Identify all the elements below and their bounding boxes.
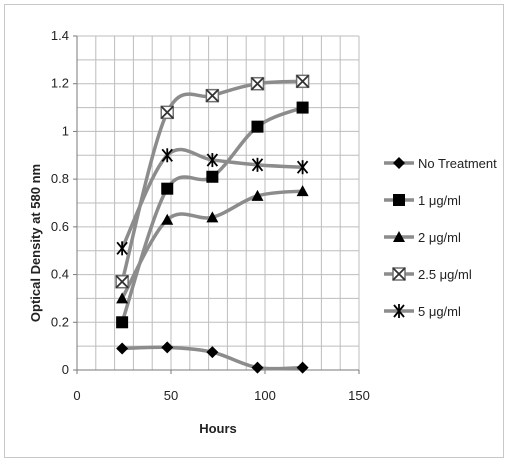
legend-item: 1 μg/ml [384,193,461,208]
y-tick-label: 0.4 [51,267,69,282]
legend-label: 2 μg/ml [418,230,461,245]
y-tick-label: 0.2 [51,314,69,329]
data-point [296,160,309,175]
y-tick-label: 1 [62,123,69,138]
box-x-marker-line [295,74,310,88]
data-point [161,148,173,163]
y-axis-title: Optical Density at 580 nm [28,164,43,322]
y-tick-label: 0.8 [51,171,69,186]
square-marker [206,170,219,183]
box-x-marker-line [115,275,129,289]
data-point [251,189,264,201]
legend-item: 2 μg/ml [384,230,461,245]
data-point [296,361,309,374]
diamond-marker [116,342,129,355]
x-tick-labels: 0 50 100 150 [73,370,370,403]
data-point [160,105,174,120]
triangle-marker [161,213,174,225]
x-tick-label: 0 [73,388,80,403]
legend-marker [393,304,405,318]
data-point [161,182,174,195]
y-tick-label: 0.6 [51,219,69,234]
series-markers [115,74,310,374]
box-x-marker-line [205,89,219,103]
data-point [116,292,129,304]
x-axis-title: Hours [199,421,237,436]
data-point [296,185,309,197]
data-point [205,88,220,103]
data-point [116,241,128,256]
box-x-marker-line [392,267,406,281]
square-marker [296,101,309,114]
legend: No Treatment 1 μg/ml 2 μg/ml 2.5 μg/ml 5 μg/… [384,156,497,319]
data-point [206,211,219,223]
legend-item: 2.5 μg/ml [384,267,472,282]
triangle-marker [116,292,129,304]
y-tick-label: 0 [62,362,69,377]
legend-label: No Treatment [418,156,497,171]
legend-label: 5 μg/ml [418,304,461,319]
diamond-marker [206,346,219,359]
data-point [206,346,219,359]
square-marker [251,120,264,133]
data-point [251,361,264,374]
data-point [250,76,265,91]
box-x-marker-line [250,77,265,91]
legend-item: 5 μg/ml [384,304,461,319]
series-line-4 [120,147,305,251]
data-point [206,170,219,183]
square-marker [393,194,405,206]
diamond-marker [251,361,264,374]
legend-marker [393,194,405,206]
legend-marker [392,267,406,281]
data-point [251,120,264,133]
legend-marker [393,157,405,169]
data-point [115,274,129,289]
diamond-marker [161,341,174,354]
square-marker [116,316,129,329]
data-point [116,316,129,329]
data-point [206,153,219,168]
legend-label: 2.5 μg/ml [418,267,472,282]
legend-label: 1 μg/ml [418,193,461,208]
series-line-2 [120,189,305,301]
series-lines [120,79,305,371]
data-point [161,213,174,225]
data-point [296,101,309,114]
square-marker [161,182,174,195]
box-x-marker-line [160,105,174,119]
x-tick-label: 50 [164,388,178,403]
data-point [161,341,174,354]
diamond-marker [393,157,405,169]
legend-item: No Treatment [384,156,497,171]
data-point [116,342,129,355]
triangle-marker [296,185,309,197]
y-tick-labels: 0 0.2 0.4 0.6 0.8 1 1.2 1.4 [51,28,77,377]
x-tick-label: 100 [254,388,276,403]
legend-marker [393,231,405,242]
x-tick-label: 150 [348,388,370,403]
data-point [295,74,310,89]
y-tick-label: 1.4 [51,28,69,43]
axes [76,36,359,371]
data-point [251,157,264,172]
y-tick-label: 1.2 [51,76,69,91]
triangle-marker [206,211,219,223]
diamond-marker [296,361,309,374]
triangle-marker [393,231,405,242]
triangle-marker [251,189,264,201]
